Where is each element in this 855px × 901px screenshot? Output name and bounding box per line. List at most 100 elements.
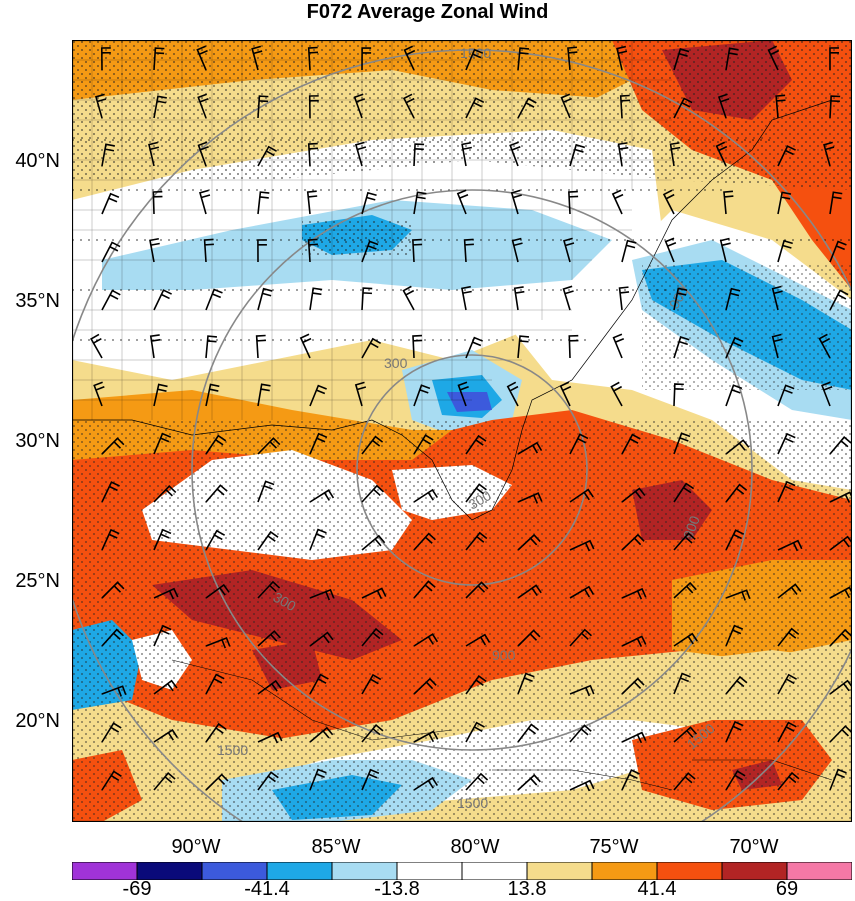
lat-label-35N: 35°N — [15, 290, 60, 312]
lon-label-85W: 85°W — [311, 836, 361, 858]
wind-barb — [777, 191, 792, 215]
wind-barb — [257, 679, 282, 695]
wind-barb — [361, 337, 382, 359]
wind-barb — [101, 143, 115, 167]
wind-barb — [403, 45, 416, 71]
wind-barb — [257, 771, 279, 791]
wind-barb — [205, 583, 230, 599]
wind-barb — [361, 191, 377, 215]
wind-barb — [205, 434, 227, 455]
wind-barb — [153, 624, 172, 647]
wind-barb — [309, 489, 335, 503]
wind-barb — [777, 673, 797, 695]
wind-barb — [465, 581, 489, 599]
wind-barb — [725, 483, 748, 503]
wind-barb — [621, 677, 645, 695]
wind-barb — [725, 624, 744, 647]
wind-barb — [465, 721, 485, 743]
wind-barb — [569, 143, 586, 167]
wind-barb — [205, 529, 226, 551]
wind-barb — [101, 192, 120, 215]
wind-barb — [465, 48, 484, 71]
contour-label: 900 — [680, 513, 703, 541]
wind-barb — [413, 384, 431, 407]
wind-barb — [673, 383, 684, 407]
wind-barb — [153, 728, 179, 743]
range-ring-900 — [191, 189, 753, 751]
wind-barb — [673, 287, 688, 311]
wind-barb — [611, 189, 624, 215]
wind-barb — [621, 731, 647, 744]
wind-barb — [101, 437, 125, 455]
wind-barb — [257, 191, 270, 215]
wind-barb — [506, 381, 519, 407]
wind-barb — [465, 531, 488, 551]
wind-barb — [777, 239, 793, 263]
colorbar-tick-label: 13.8 — [507, 878, 547, 900]
contour-label: 1500 — [457, 795, 488, 811]
wind-barb — [777, 539, 803, 552]
wind-barb — [413, 776, 439, 791]
wind-barb — [673, 97, 693, 119]
wind-barb — [820, 381, 833, 407]
wind-barb — [829, 436, 852, 455]
wind-barb — [101, 241, 121, 263]
wind-barb — [465, 434, 487, 455]
wind-barb — [669, 142, 681, 167]
wind-barb — [771, 285, 783, 311]
wind-barb — [673, 772, 696, 791]
wind-barbs — [90, 45, 852, 792]
wind-barb — [413, 730, 439, 743]
wind-barb — [569, 628, 592, 647]
wind-barb — [569, 585, 595, 599]
wind-barb — [777, 145, 796, 167]
contour-label: 1500 — [217, 742, 248, 758]
wind-barb — [361, 484, 385, 503]
wind-barb — [299, 333, 312, 359]
wind-barb — [517, 492, 543, 504]
wind-barb — [307, 238, 318, 263]
wind-barb — [562, 285, 574, 311]
wind-barb — [456, 189, 469, 215]
wind-barb — [829, 289, 849, 311]
stipple-blue — [302, 220, 412, 255]
wind-barb — [153, 485, 177, 503]
wind-barb — [829, 240, 847, 263]
stipple-offshore — [642, 265, 852, 390]
wind-barb — [205, 288, 223, 311]
wind-barb — [257, 383, 271, 407]
wind-barb — [673, 726, 698, 743]
wind-barb — [153, 772, 176, 791]
range-ring-300 — [356, 354, 588, 586]
stipple-north — [72, 40, 852, 190]
wind-barb — [354, 141, 367, 167]
wind-barb — [829, 628, 852, 647]
wind-barb — [361, 534, 386, 551]
wind-barb — [257, 480, 275, 503]
chart-title: F072 Average Zonal Wind — [306, 1, 549, 23]
wind-barb — [517, 47, 530, 71]
wind-barb — [777, 627, 800, 647]
wind-barb — [673, 336, 690, 359]
wind-barb — [152, 190, 163, 215]
wind-barb — [255, 334, 266, 359]
wind-barb — [412, 238, 423, 263]
wind-barb — [257, 287, 273, 311]
wind-barb — [309, 726, 334, 743]
wind-barb — [153, 679, 178, 695]
wind-barb — [402, 93, 415, 119]
wind-barb — [777, 384, 795, 407]
wind-barb — [306, 190, 318, 215]
range-ring-1500 — [72, 49, 852, 822]
colorbar-tick-label: 41.4 — [637, 878, 677, 900]
wind-barb — [153, 47, 165, 71]
lat-label-20N: 20°N — [15, 710, 60, 732]
wind-barb — [199, 189, 211, 215]
wind-barb — [621, 769, 640, 791]
wind-barb — [829, 491, 852, 503]
wind-barb — [725, 720, 744, 743]
range-rings — [72, 49, 852, 822]
lat-label-40N: 40°N — [15, 150, 60, 172]
wind-barb — [465, 336, 483, 359]
wind-barb — [205, 673, 225, 695]
